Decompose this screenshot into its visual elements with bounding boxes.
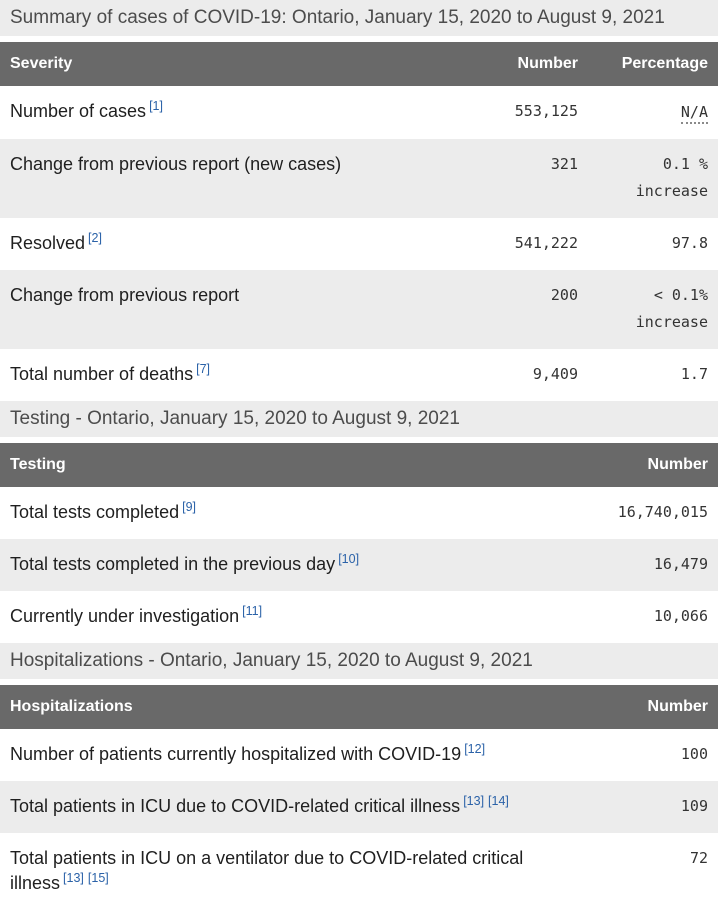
row-label: Number of cases xyxy=(10,101,147,121)
row-number: 553,125 xyxy=(446,86,588,139)
footnote-ref-link[interactable]: [10] xyxy=(338,552,360,566)
row-label: Total number of deaths xyxy=(10,364,194,384)
table-row: Change from previous report 200 < 0.1% i… xyxy=(0,270,718,349)
footnote-ref-link[interactable]: [13] xyxy=(463,794,485,808)
row-label: Change from previous report (new cases) xyxy=(10,154,342,174)
footnote-ref-link[interactable]: [9] xyxy=(182,500,196,514)
hospitalizations-table-caption: Hospitalizations - Ontario, January 15, … xyxy=(0,643,718,679)
footnote-ref-link[interactable]: [11] xyxy=(242,604,263,618)
testing-section: Testing - Ontario, January 15, 2020 to A… xyxy=(0,401,718,643)
row-number: 16,479 xyxy=(558,539,718,591)
row-percentage-abbr: N/A xyxy=(680,103,708,124)
row-label: Number of patients currently hospitalize… xyxy=(10,744,462,764)
summary-cases-section: Summary of cases of COVID-19: Ontario, J… xyxy=(0,0,718,401)
column-header-number: Number xyxy=(558,443,718,487)
table-row: Total patients in ICU due to COVID-relat… xyxy=(0,781,718,833)
row-number: 100 xyxy=(558,729,718,781)
footnote-ref-link[interactable]: [7] xyxy=(196,362,211,376)
row-percentage: 97.8 xyxy=(588,218,718,270)
column-header-hospitalizations: Hospitalizations xyxy=(0,685,558,729)
footnote-ref-link[interactable]: [2] xyxy=(88,231,102,245)
hospitalizations-section: Hospitalizations - Ontario, January 15, … xyxy=(0,643,718,910)
row-number: 72 xyxy=(558,833,718,910)
footnote-ref-link[interactable]: [1] xyxy=(149,99,163,113)
row-number: 200 xyxy=(446,270,588,349)
table-row: Total patients in ICU on a ventilator du… xyxy=(0,833,718,910)
footnote-ref-link[interactable]: [12] xyxy=(464,742,486,756)
column-header-number: Number xyxy=(446,42,588,86)
table-row: Total number of deaths [7] 9,409 1.7 xyxy=(0,349,718,401)
row-label: Change from previous report xyxy=(10,285,240,305)
footnote-ref-link[interactable]: [13] xyxy=(63,871,84,885)
row-percentage: 0.1 % xyxy=(662,155,708,173)
row-number: 16,740,015 xyxy=(558,487,718,539)
row-number: 10,066 xyxy=(558,591,718,643)
row-number: 541,222 xyxy=(446,218,588,270)
footnote-ref-link[interactable]: [14] xyxy=(488,794,509,808)
row-number: 109 xyxy=(558,781,718,833)
column-header-number: Number xyxy=(558,685,718,729)
table-row: Total tests completed in the previous da… xyxy=(0,539,718,591)
testing-table-caption: Testing - Ontario, January 15, 2020 to A… xyxy=(0,401,718,437)
footnote-ref-link[interactable]: [15] xyxy=(87,871,109,885)
hospitalizations-header-row: Hospitalizations Number xyxy=(0,685,718,729)
row-label: Total tests completed xyxy=(10,502,180,522)
row-number: 321 xyxy=(446,139,588,218)
row-label: Currently under investigation xyxy=(10,606,240,626)
table-row: Currently under investigation [11] 10,066 xyxy=(0,591,718,643)
summary-table: Severity Number Percentage Number of cas… xyxy=(0,42,718,401)
table-row: Total tests completed [9] 16,740,015 xyxy=(0,487,718,539)
row-percentage: 1.7 xyxy=(588,349,718,401)
table-row: Resolved [2] 541,222 97.8 xyxy=(0,218,718,270)
column-header-testing: Testing xyxy=(0,443,558,487)
testing-table: Testing Number Total tests completed [9] … xyxy=(0,443,718,643)
table-row: Number of patients currently hospitalize… xyxy=(0,729,718,781)
row-label: Total tests completed in the previous da… xyxy=(10,554,336,574)
table-row: Change from previous report (new cases) … xyxy=(0,139,718,218)
row-percentage-note: increase xyxy=(635,313,708,331)
row-percentage-note: increase xyxy=(635,182,708,200)
summary-table-caption: Summary of cases of COVID-19: Ontario, J… xyxy=(0,0,718,36)
summary-header-row: Severity Number Percentage xyxy=(0,42,718,86)
column-header-severity: Severity xyxy=(0,42,446,86)
column-header-percentage: Percentage xyxy=(588,42,718,86)
testing-header-row: Testing Number xyxy=(0,443,718,487)
table-row: Number of cases [1] 553,125 N/A xyxy=(0,86,718,139)
row-number: 9,409 xyxy=(446,349,588,401)
row-percentage: < 0.1% xyxy=(653,286,708,304)
row-label: Total patients in ICU due to COVID-relat… xyxy=(10,796,461,816)
row-label: Resolved xyxy=(10,233,86,253)
hospitalizations-table: Hospitalizations Number Number of patien… xyxy=(0,685,718,910)
